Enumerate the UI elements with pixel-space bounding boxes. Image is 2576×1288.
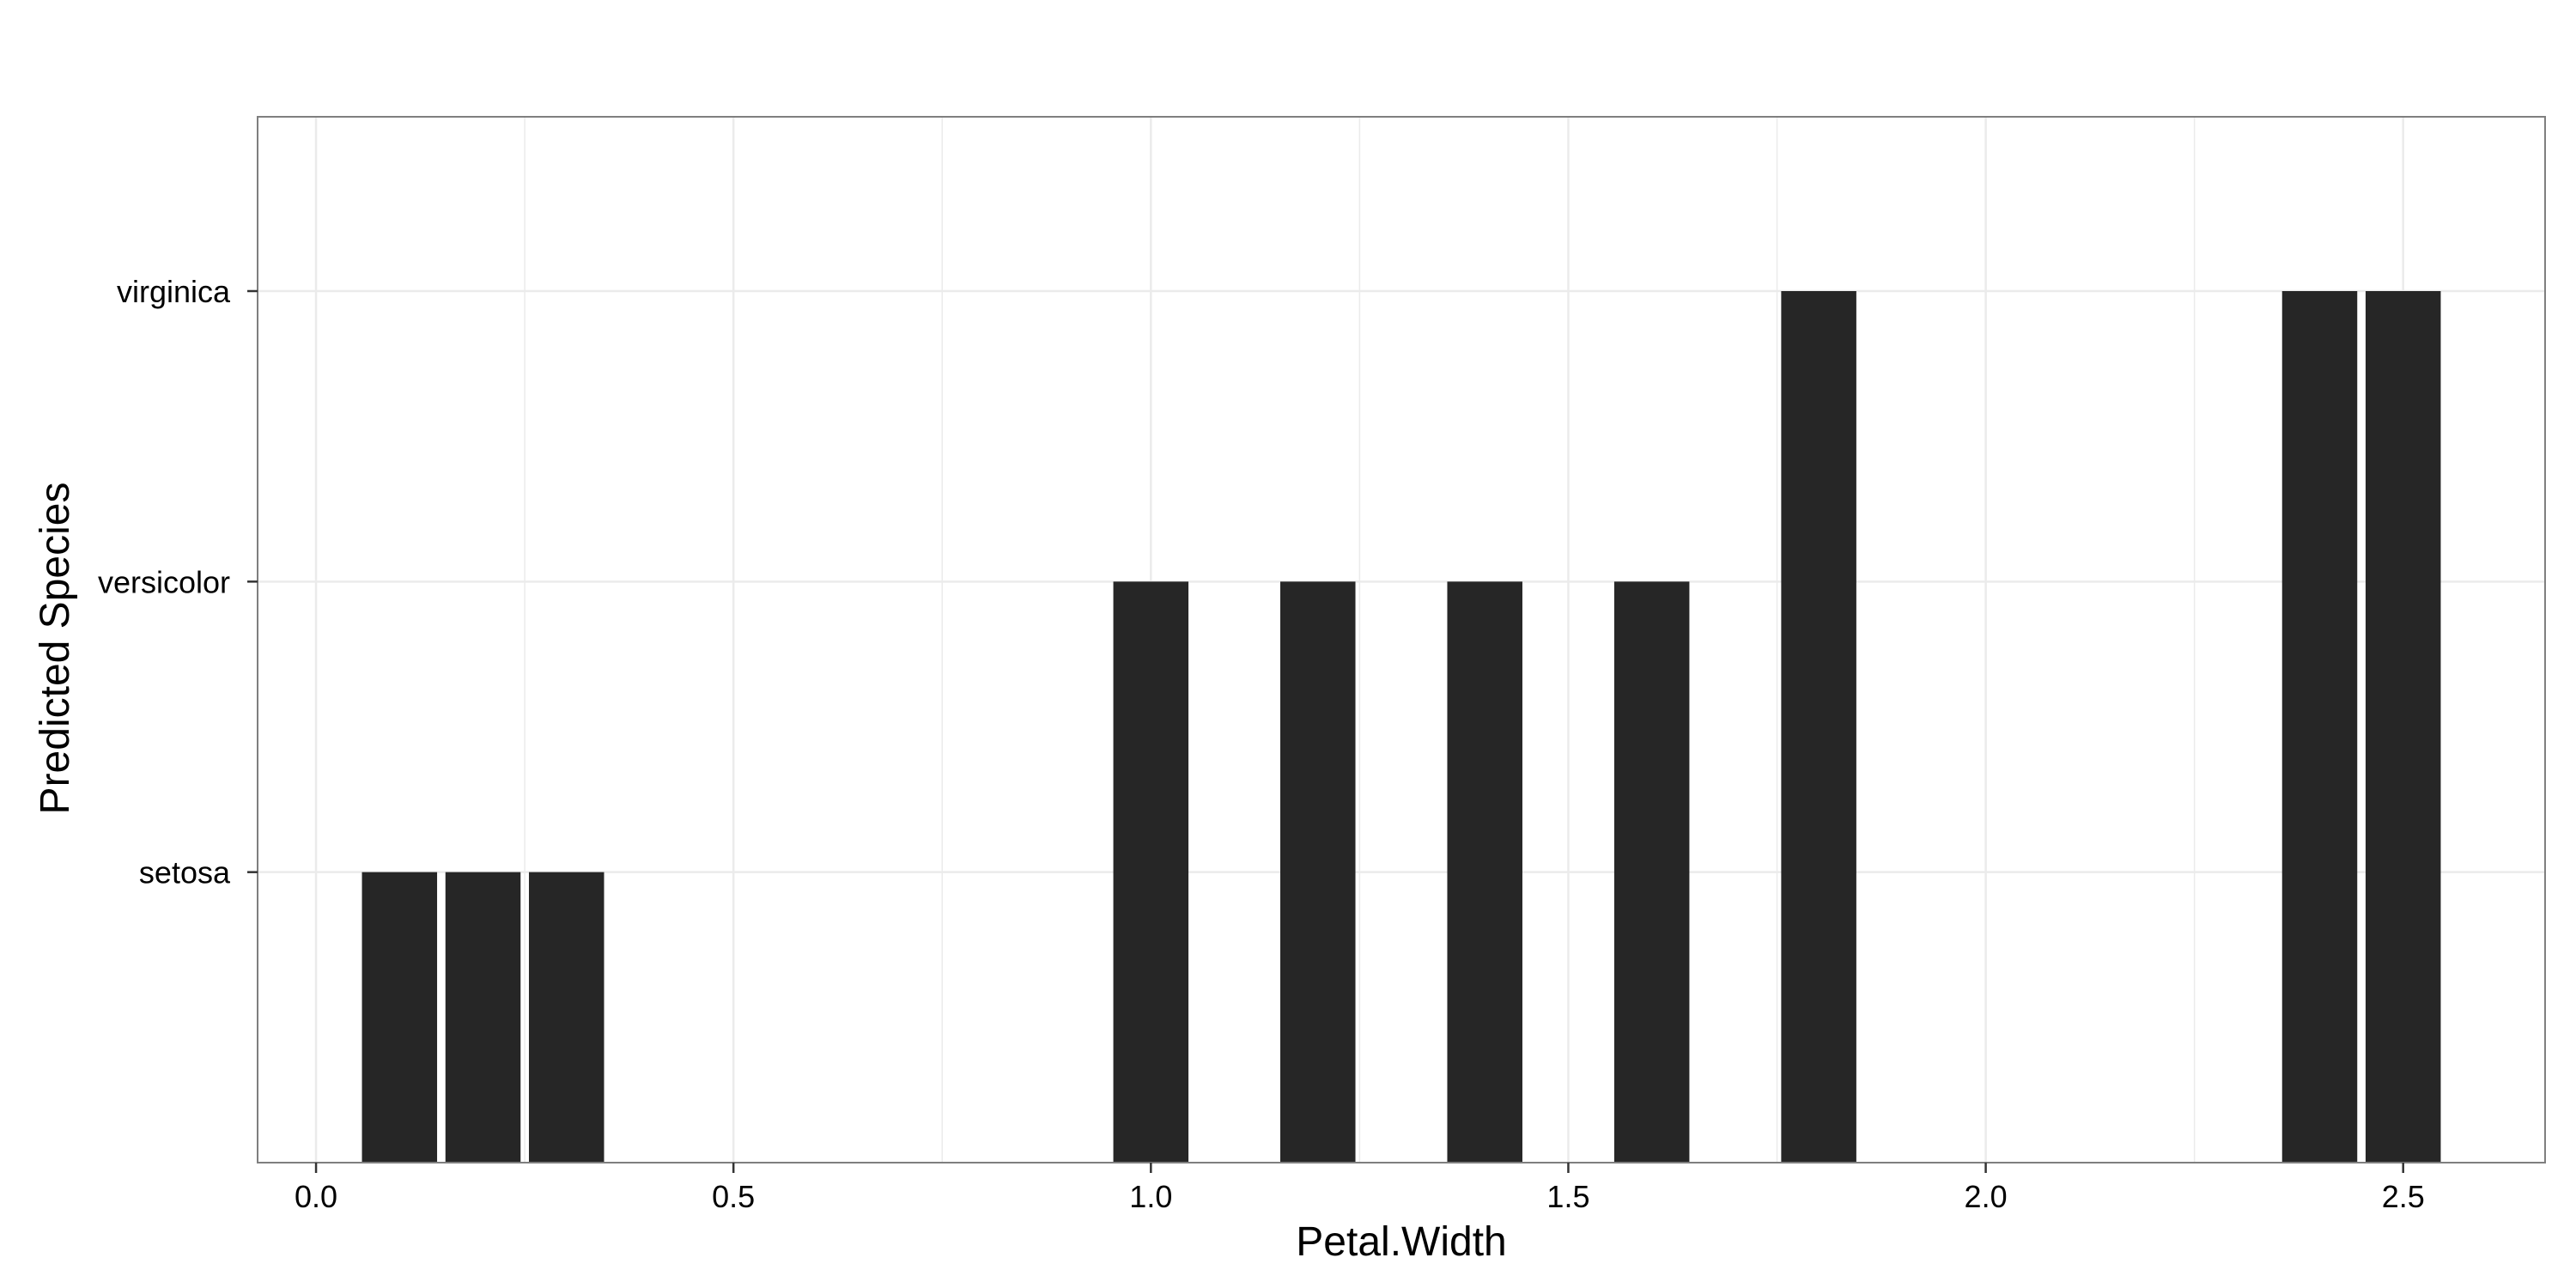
bar	[1113, 581, 1189, 1163]
bar	[1613, 581, 1690, 1163]
x-tick-label: 1.5	[1546, 1179, 1589, 1214]
y-axis-title: Predicted Species	[33, 483, 78, 815]
y-tick-label: virginica	[117, 274, 231, 309]
bar	[361, 872, 438, 1163]
y-tick-label: setosa	[139, 855, 231, 890]
panel-border	[257, 116, 2546, 1163]
x-tick-label: 0.5	[712, 1179, 755, 1214]
bar	[2281, 291, 2358, 1163]
bar	[2365, 291, 2441, 1163]
x-tick-label: 2.5	[2382, 1179, 2425, 1214]
x-axis: 0.0 0.5 1.0 1.5 2.0 2.5	[295, 1163, 2425, 1214]
bar	[528, 872, 605, 1163]
x-tick-label: 0.0	[295, 1179, 337, 1214]
x-tick-label: 2.0	[1965, 1179, 2008, 1214]
bar	[445, 872, 521, 1163]
y-tick-label: versicolor	[98, 564, 230, 599]
x-tick-label: 1.0	[1129, 1179, 1172, 1214]
grid-minor-lines	[524, 117, 2196, 1163]
bars	[361, 291, 2441, 1163]
x-axis-title: Petal.Width	[1296, 1219, 1506, 1265]
y-axis: setosa versicolor virginica	[98, 274, 258, 890]
bar	[1447, 581, 1522, 1163]
bar	[1280, 581, 1356, 1163]
bar	[1781, 291, 1856, 1163]
